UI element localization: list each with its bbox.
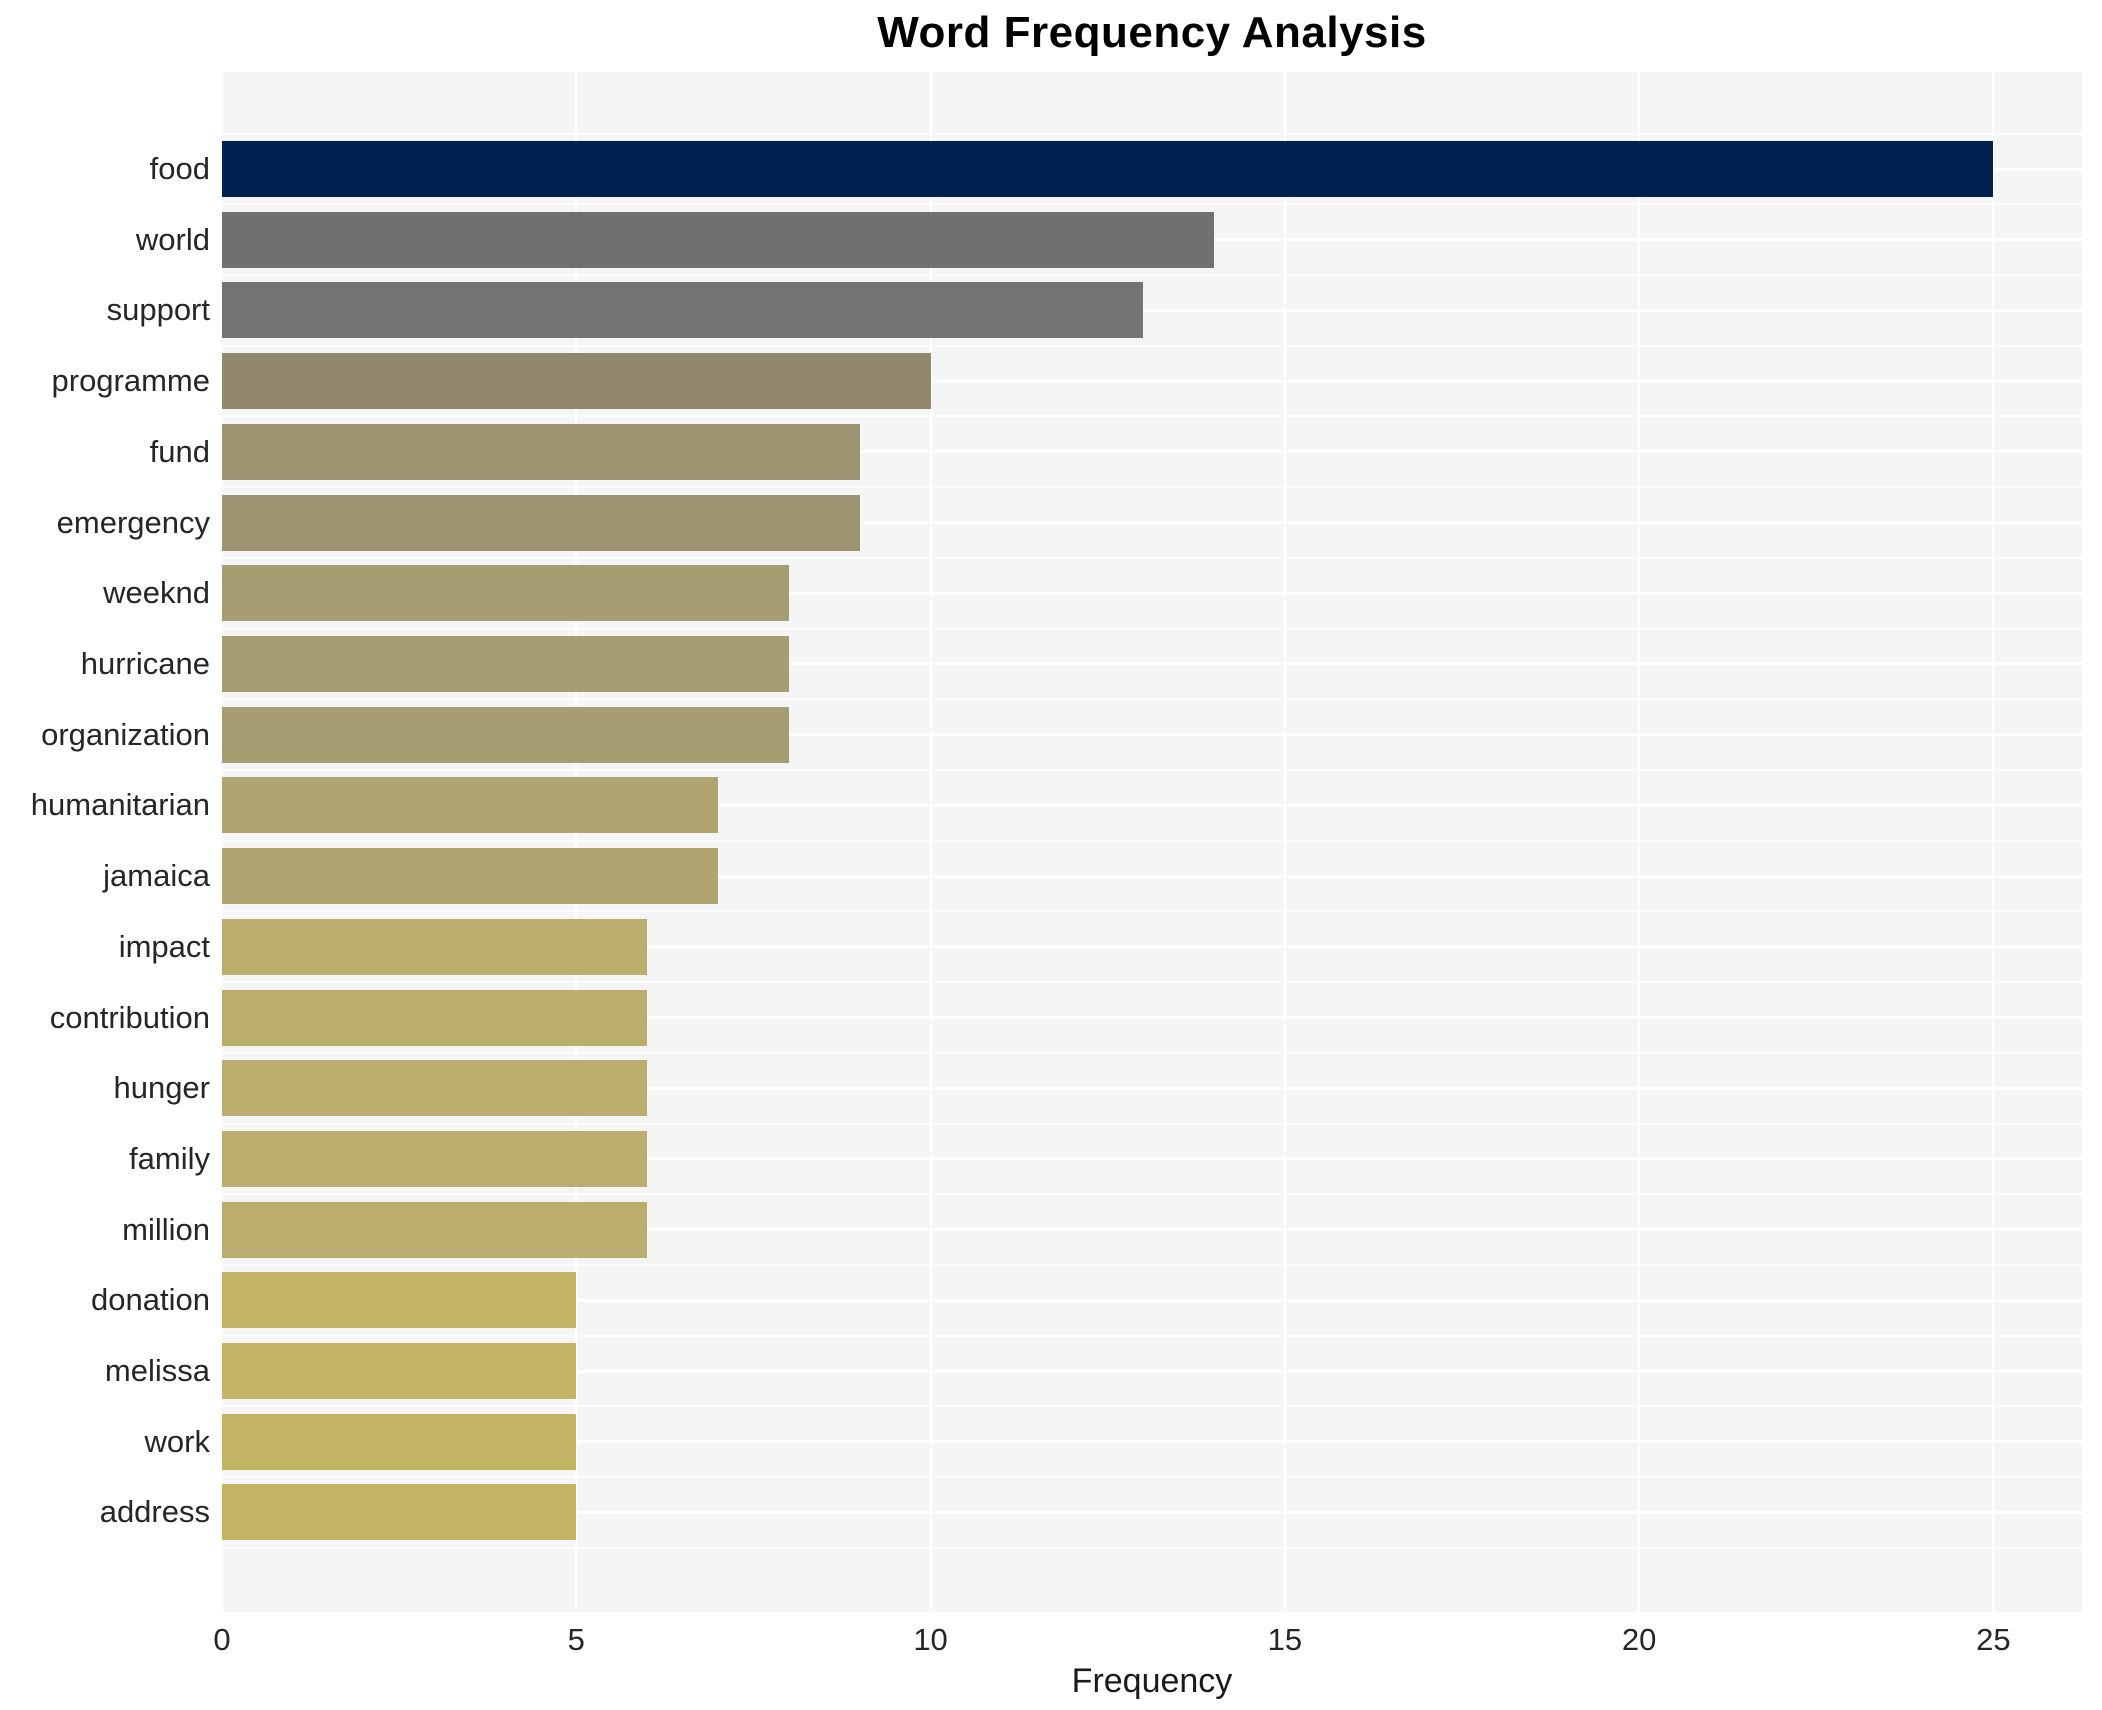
gridline-y-major — [222, 591, 2082, 595]
gridline-y-major — [222, 1157, 2082, 1161]
bar-fund — [222, 423, 860, 480]
gridline-y-major — [222, 450, 2082, 454]
y-tick-label: organization — [41, 716, 210, 752]
y-tick-label: hurricane — [80, 645, 210, 681]
gridline-y-minor — [222, 1264, 2082, 1266]
y-tick-label: world — [135, 221, 210, 257]
gridline-y-major — [222, 803, 2082, 807]
y-tick-label: melissa — [104, 1353, 210, 1389]
gridline-y-major — [222, 662, 2082, 666]
gridline-y-minor — [222, 1122, 2082, 1125]
bar-address — [222, 1484, 577, 1541]
gridline-y-minor — [222, 1476, 2082, 1479]
y-tick-label: million — [122, 1211, 210, 1247]
gridline-y-major — [222, 1016, 2082, 1020]
y-tick-label: support — [106, 292, 210, 328]
bar-melissa — [222, 1343, 577, 1400]
gridline-y-major — [222, 379, 2082, 383]
gridline-y-minor — [222, 415, 2082, 418]
bar-family — [222, 1130, 648, 1187]
bar-world — [222, 211, 1214, 268]
bar-programme — [222, 353, 931, 410]
y-tick-label: food — [149, 151, 210, 186]
gridline-y-minor — [222, 1334, 2082, 1337]
bar-contribution — [222, 989, 648, 1046]
y-tick-label: humanitarian — [30, 787, 210, 823]
gridline-y-minor — [222, 769, 2082, 772]
bar-donation — [222, 1272, 577, 1329]
x-axis-title: Frequency — [1071, 1662, 1233, 1700]
gridline-x — [929, 72, 932, 1612]
x-tick-label: 20 — [1621, 1622, 1657, 1657]
gridline-y-minor — [222, 132, 2082, 135]
y-tick-label: jamaica — [103, 858, 210, 894]
gridline-y-minor — [222, 839, 2082, 842]
bar-million — [222, 1201, 648, 1258]
gridline-y-major — [222, 308, 2082, 312]
y-tick-label: weeknd — [103, 575, 210, 611]
y-tick-label: programme — [51, 363, 211, 399]
y-tick-label: family — [129, 1140, 210, 1176]
y-tick-label: contribution — [49, 999, 210, 1035]
bar-organization — [222, 706, 789, 763]
gridline-x — [1638, 72, 1641, 1612]
gridline-y-minor — [222, 1193, 2082, 1196]
x-tick-label: 0 — [213, 1622, 231, 1657]
y-tick-label: address — [99, 1494, 210, 1530]
y-tick-label: fund — [149, 433, 210, 469]
gridline-y-minor — [222, 274, 2082, 277]
y-tick-label: work — [144, 1423, 210, 1459]
gridline-y-minor — [222, 486, 2082, 489]
y-tick-label: hunger — [113, 1070, 210, 1106]
gridline-y-major — [222, 1298, 2082, 1302]
bar-hunger — [222, 1060, 648, 1117]
bar-humanitarian — [222, 777, 718, 834]
gridline-x — [575, 72, 578, 1612]
gridline-y-minor — [222, 981, 2082, 984]
plot-panel — [221, 72, 2082, 1612]
gridline-y-major — [222, 1228, 2082, 1232]
gridline-y-major — [222, 733, 2082, 737]
y-tick-label: donation — [91, 1282, 210, 1318]
gridline-x — [1992, 72, 1995, 1612]
bar-weeknd — [222, 565, 789, 622]
gridline-x — [221, 72, 223, 1612]
gridline-y-minor — [222, 203, 2082, 206]
gridline-y-minor — [222, 1546, 2082, 1549]
bar-support — [222, 282, 1144, 339]
gridline-y-major — [222, 521, 2082, 525]
y-tick-label: emergency — [56, 504, 210, 540]
gridline-y-major — [222, 874, 2082, 878]
bar-jamaica — [222, 848, 718, 905]
gridline-x — [1283, 72, 1286, 1612]
gridline-y-major — [222, 1510, 2082, 1514]
gridline-y-minor — [222, 1051, 2082, 1054]
x-tick-label: 10 — [913, 1622, 948, 1657]
bar-food — [222, 141, 1994, 197]
gridline-y-minor — [222, 627, 2082, 630]
bar-impact — [222, 918, 648, 975]
y-tick-label: impact — [118, 928, 210, 964]
gridline-y-minor — [222, 1405, 2082, 1408]
bar-hurricane — [222, 635, 789, 692]
gridline-y-major — [222, 1440, 2082, 1444]
gridline-y-minor — [222, 910, 2082, 913]
chart-title: Word Frequency Analysis — [877, 8, 1427, 57]
gridline-y-minor — [222, 556, 2082, 559]
gridline-y-minor — [222, 344, 2082, 347]
gridline-y-major — [222, 1086, 2082, 1090]
gridline-y-minor — [222, 698, 2082, 701]
x-tick-label: 15 — [1267, 1622, 1303, 1657]
x-tick-label: 5 — [567, 1622, 585, 1657]
bar-emergency — [222, 494, 860, 551]
bar-work — [222, 1413, 577, 1470]
gridline-y-major — [222, 945, 2082, 949]
x-tick-label: 25 — [1976, 1622, 2011, 1657]
gridline-y-major — [222, 1369, 2082, 1373]
